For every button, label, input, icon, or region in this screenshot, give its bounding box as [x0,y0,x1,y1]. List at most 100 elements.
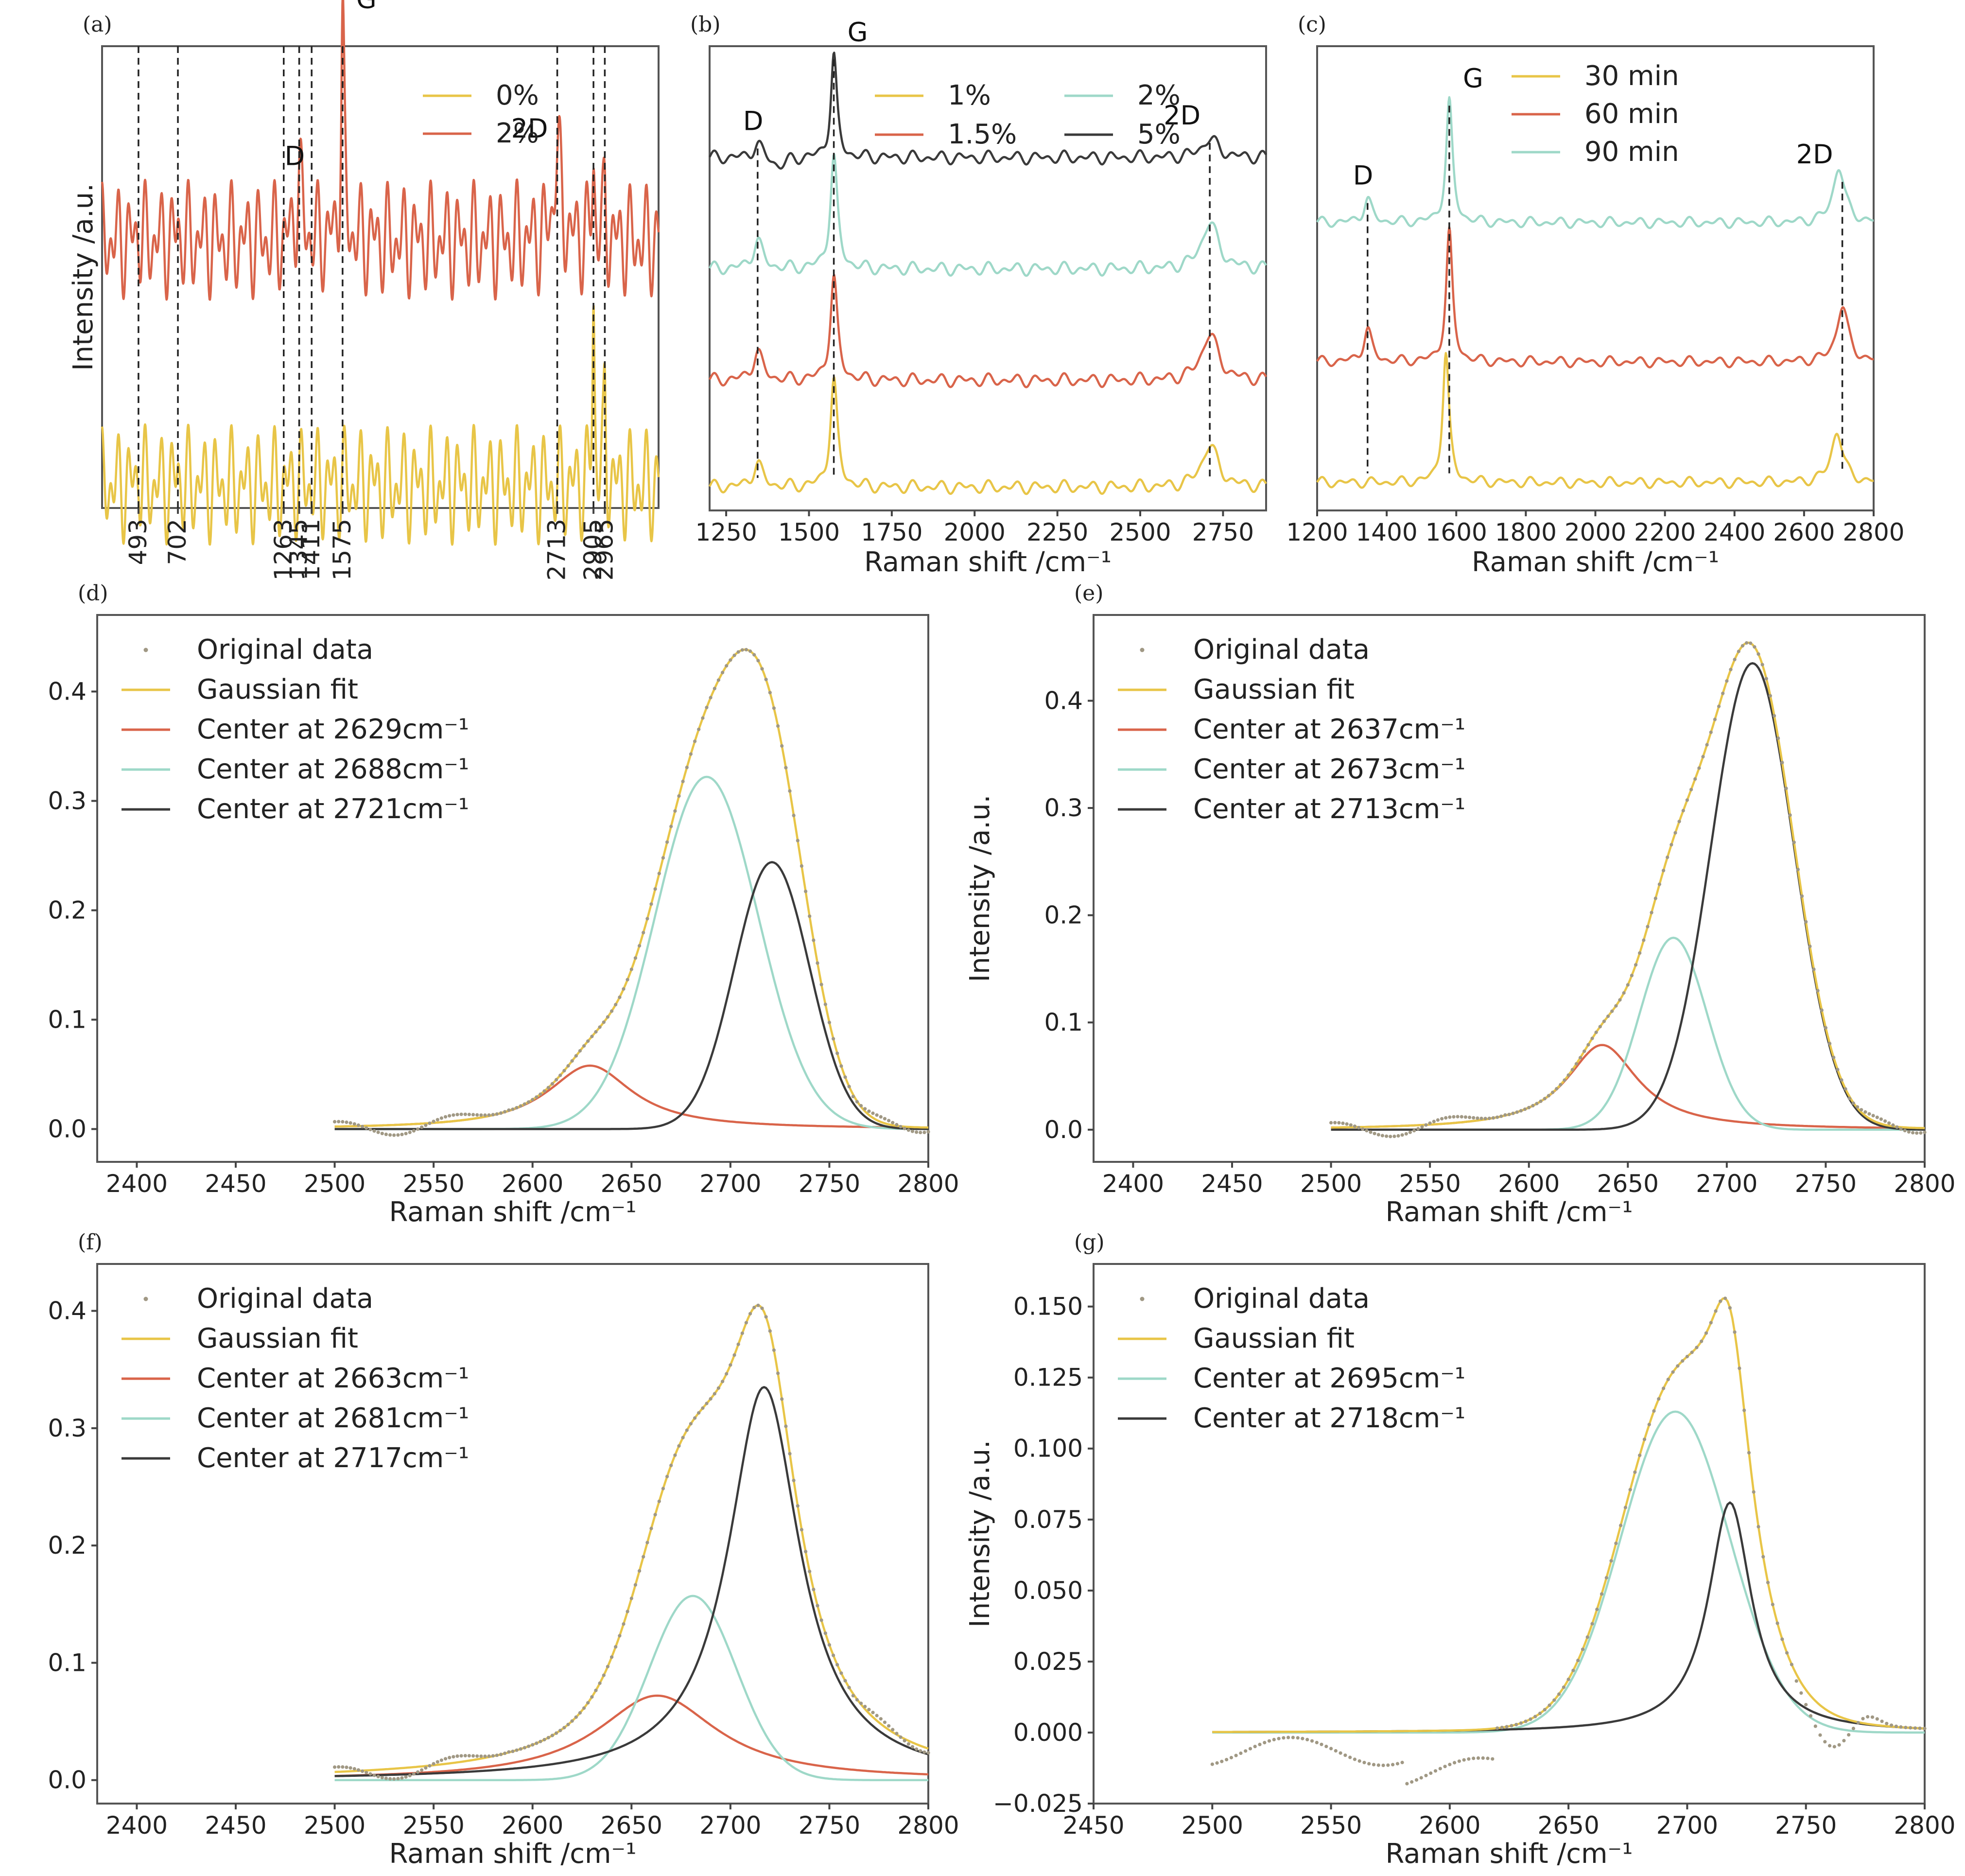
x-tick-label: 2800 [897,1811,959,1840]
data-point [404,1132,408,1136]
original-data-points [333,1303,930,1781]
data-point [400,1133,404,1137]
data-point [776,724,780,728]
data-point [483,1754,487,1758]
data-point [875,1113,879,1117]
data-point [365,1126,368,1130]
data-point [871,1711,875,1715]
data-point [1329,1121,1333,1125]
data-point [669,824,673,828]
data-point [1362,1761,1366,1765]
data-point [1408,1130,1412,1134]
data-point [539,1092,542,1096]
data-point [578,1711,582,1715]
data-point [602,1020,606,1024]
data-point [1761,1555,1765,1559]
data-point [1837,1743,1841,1747]
component-2718-curve [1212,1501,1925,1733]
data-point [1444,1116,1448,1120]
data-point [542,1089,546,1093]
x-tick-label: 2250 [1026,518,1088,546]
data-point [919,1749,922,1753]
legend-entry: Original data [197,1283,373,1315]
data-point [396,1777,400,1781]
data-point [1856,1105,1860,1109]
data-point [1784,787,1788,790]
data-point [439,1116,444,1120]
y-tick-label: −0.025 [993,1789,1083,1818]
data-point [1870,1715,1875,1719]
data-point [1258,1742,1262,1746]
panel-d: (d) 2400 2450 2500 2550 2600 2650 2700 2750 2800 0… [48,581,959,1228]
data-point [1725,679,1729,683]
data-point [1570,1068,1574,1071]
data-point [1808,945,1812,948]
data-point [368,1772,372,1776]
data-point [1467,1757,1471,1761]
y-tick-label: 0.150 [1013,1293,1083,1321]
data-point [1885,1721,1889,1725]
data-point [1851,1101,1855,1105]
data-point [1780,761,1784,765]
data-point [1602,1019,1606,1023]
y-tick-label: 0.4 [48,1297,87,1325]
data-point [1677,820,1681,824]
data-point [633,1583,637,1587]
data-point [1894,1724,1898,1728]
data-point [1650,911,1653,914]
data-point [622,1622,626,1626]
data-point [1357,1126,1361,1130]
data-point [531,1098,535,1102]
data-point [1697,766,1701,770]
panel-f: (f) 2400 2450 2500 2550 2600 2650 2700 2750 2800 0… [48,1230,959,1870]
component-2663-curve [334,1694,929,1777]
x-tick-label: 2700 [699,1811,761,1840]
data-point [1875,1115,1879,1119]
data-point [1296,1736,1300,1740]
x-tick-label: 2600 [502,1811,563,1840]
data-point [1500,1725,1504,1730]
y-tick-label: 0.3 [1044,794,1083,822]
x-tick-label: 1345 [285,519,313,580]
data-point [863,1107,867,1111]
data-point [1345,1122,1349,1126]
original-data-points [1210,1297,1927,1786]
data-point [531,1743,535,1747]
data-point [721,1380,725,1384]
data-point [416,1770,420,1774]
data-point [1582,1049,1586,1053]
data-point [1800,894,1804,898]
original-data-points [1329,641,1927,1139]
data-point [1305,1737,1309,1741]
data-point [555,1078,558,1082]
panel-label: (f) [78,1230,103,1255]
data-point [895,1732,899,1736]
data-point [1481,1756,1485,1760]
data-point [1638,1454,1642,1457]
data-point [1609,1559,1613,1563]
x-tick-label: 2500 [1182,1811,1243,1840]
data-point [1856,1721,1860,1725]
data-point [448,1114,452,1118]
data-point [535,1741,539,1745]
data-point [432,1762,435,1766]
data-point [752,1306,756,1310]
data-point [657,1499,661,1503]
data-point [614,1645,618,1649]
panel-label: (a) [83,12,112,37]
x-tick-label: 2713 [543,519,571,580]
data-point [1291,1736,1295,1739]
data-point [827,1020,831,1024]
data-point [1210,1762,1214,1766]
data-point [1562,1685,1565,1689]
data-point [681,779,685,783]
data-point [879,1717,883,1721]
x-tick-label: 2450 [205,1170,266,1198]
data-point [808,1569,812,1574]
y-axis-label: Intensity /a.u. [68,183,99,371]
data-point [1463,1115,1467,1119]
data-point [1638,951,1642,955]
data-point [1559,1083,1563,1087]
